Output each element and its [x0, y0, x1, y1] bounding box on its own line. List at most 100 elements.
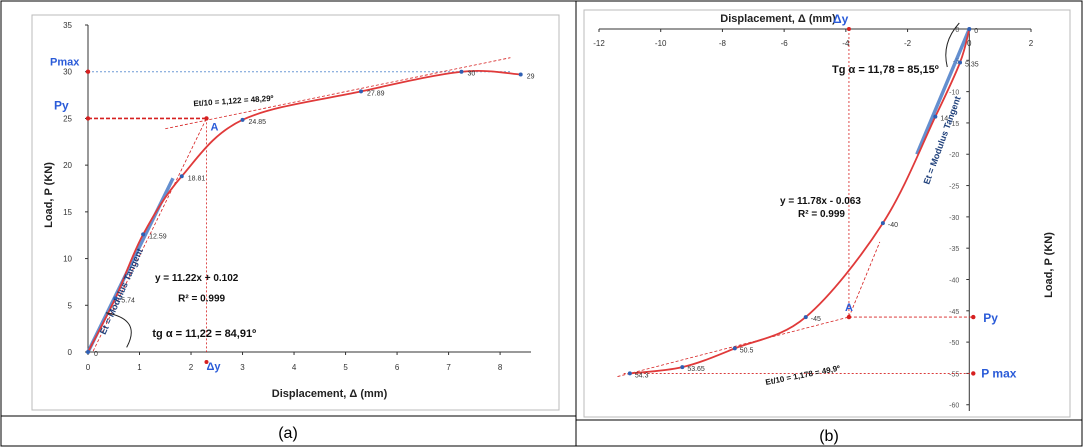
a-y-axis-title: Load, P (KN)	[43, 162, 55, 228]
b-angle-arc	[945, 22, 960, 68]
b-y-tick-label: -55	[949, 371, 959, 378]
b-et10-label: Et/10 = 1,178 = 49,9º	[765, 364, 841, 387]
a-data-label: 12.59	[149, 233, 167, 240]
a-x-tick-label: 2	[189, 363, 194, 372]
b-py-label: Py	[983, 311, 998, 325]
b-data-label: 53.65	[687, 366, 705, 373]
b-data-point	[732, 346, 737, 351]
b-x-tick-label: -8	[719, 39, 727, 48]
a-y-tick-label: 10	[63, 255, 72, 264]
a-data-point	[141, 232, 146, 237]
b-data-point	[958, 60, 963, 65]
a-py-marker	[85, 116, 91, 121]
b-x-tick-label: -2	[904, 39, 912, 48]
b-data-point	[803, 315, 808, 320]
b-point-a-marker	[846, 314, 852, 320]
b-x-tick-label: -6	[781, 39, 789, 48]
a-dy-marker	[204, 360, 209, 364]
a-data-label: 27.89	[367, 90, 385, 97]
panel-b-chart: -12-10-8-6-4-2020-5-10-15-20-25-30-35-40…	[593, 12, 1055, 411]
a-data-point	[113, 296, 118, 301]
b-y-tick-label: -50	[949, 340, 959, 347]
panel-b-frame	[583, 9, 1071, 418]
b-r2: R² = 0.999	[798, 209, 845, 220]
a-et10-line	[165, 57, 511, 130]
a-point-a-label: A	[210, 121, 218, 133]
a-y-tick-label: 5	[68, 301, 73, 310]
b-data-point	[967, 27, 972, 31]
a-curve	[87, 69, 521, 353]
a-y-tick-label: 20	[63, 161, 72, 170]
a-y-tick-label: 25	[63, 114, 72, 123]
b-tangent-label: Et = Modulus Tangent	[921, 95, 962, 186]
b-secant-line	[848, 241, 881, 318]
a-data-point	[179, 174, 184, 179]
a-tg: tg α = 11,22 = 84,91º	[152, 328, 256, 340]
a-data-point	[359, 89, 364, 94]
a-et10-label: Et/10 = 1,122 = 48,29º	[193, 94, 274, 109]
a-x-tick-label: 6	[395, 363, 400, 372]
b-tangent-line	[915, 28, 971, 155]
a-data-point	[240, 117, 245, 122]
b-data-label: 54.3	[635, 372, 649, 379]
a-tangent-label: Et = Modulus Tangent	[98, 247, 145, 336]
a-py-label: Py	[54, 98, 69, 112]
caption-b: (b)	[819, 428, 839, 445]
a-point-a-marker	[204, 116, 209, 121]
b-data-point	[933, 114, 938, 119]
b-y-tick-label: -60	[949, 403, 959, 410]
a-x-tick-label: 0	[86, 363, 91, 372]
a-x-axis-title: Displacement, Δ (mm)	[272, 388, 388, 400]
b-y-tick-label: -40	[949, 277, 959, 284]
b-py-marker	[971, 314, 976, 320]
b-y-tick-label: -45	[949, 309, 959, 316]
b-y-tick-label: -20	[949, 152, 959, 159]
a-x-tick-label: 8	[498, 363, 503, 372]
a-angle-arc	[105, 312, 132, 348]
b-x-tick-label: 2	[1029, 39, 1034, 48]
a-y-tick-label: 15	[63, 208, 72, 217]
b-data-point	[880, 221, 885, 226]
panel-a-chart: 0 5 10 15 20 25 30 35 0 1 2 3 4 5 6 7 8 Displacement, Δ (…	[43, 21, 535, 400]
a-x-tick-label: 1	[137, 363, 142, 372]
b-data-label: 50.5	[740, 347, 754, 354]
b-y-axis-title: Load, P (KN)	[1043, 232, 1055, 298]
a-data-point	[518, 72, 523, 77]
b-x-tick-label: -10	[655, 39, 667, 48]
a-x-tick-label: 4	[292, 363, 297, 372]
b-dy-label: Δy	[833, 12, 849, 26]
caption-a: (a)	[278, 425, 298, 442]
a-x-tick-label: 5	[343, 363, 348, 372]
a-data-point	[459, 69, 464, 74]
a-secant-line	[92, 118, 207, 352]
b-x-tick-label: -4	[842, 39, 850, 48]
a-data-label: 5.74	[121, 297, 135, 304]
b-y-tick-label: 0	[955, 27, 959, 34]
a-data-label: 18.81	[188, 175, 206, 182]
a-y-tick-label: 30	[63, 68, 72, 77]
b-point-a-label: A	[845, 302, 853, 314]
b-data-point	[627, 371, 632, 376]
a-data-point	[86, 350, 90, 354]
a-data-label: 24.85	[249, 119, 267, 126]
b-data-label: -45	[811, 316, 821, 323]
b-x-tick-label: -12	[593, 39, 605, 48]
a-r2: R² = 0.999	[178, 294, 225, 305]
a-pmax-marker	[85, 69, 91, 74]
a-y-tick-label: 35	[63, 21, 72, 30]
b-pmax-marker	[971, 371, 976, 376]
panel-a-frame	[31, 14, 560, 411]
b-y-tick-label: -35	[949, 246, 959, 253]
a-x-tick-label: 3	[240, 363, 245, 372]
b-y-tick-label: -25	[949, 184, 959, 191]
a-y-tick-label: 0	[68, 348, 73, 357]
b-data-point	[680, 365, 685, 370]
a-pmax-label: Pmax	[50, 57, 80, 69]
b-data-label: 14	[940, 116, 948, 123]
b-data-label: -40	[888, 222, 898, 229]
a-equation: y = 11.22x + 0.102	[155, 273, 239, 284]
a-data-label: 30	[467, 71, 475, 78]
b-data-label: 0	[974, 28, 978, 35]
b-x-tick-label: 0	[967, 39, 972, 48]
